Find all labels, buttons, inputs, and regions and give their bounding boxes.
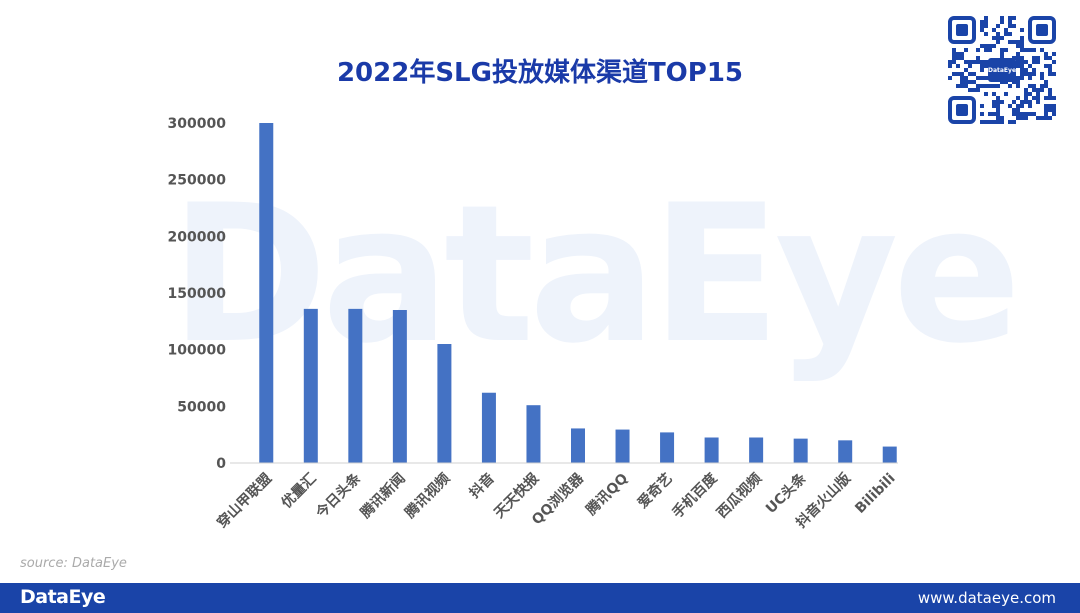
x-tick-label: 今日头条 [312, 469, 365, 522]
bar [526, 405, 541, 463]
bar [348, 308, 363, 463]
x-tick-label: 西瓜视频 [713, 470, 765, 522]
bar [392, 310, 407, 463]
y-tick-label: 200000 [168, 229, 227, 245]
y-tick-label: 300000 [168, 116, 227, 132]
x-tick-label: 腾讯QQ [583, 470, 632, 519]
qr-finder-pattern [948, 96, 976, 124]
x-tick-label: 腾讯新闻 [357, 470, 409, 522]
x-tick-label: 腾讯视频 [402, 470, 454, 522]
qr-logo: DataEye [988, 58, 1016, 82]
bar [704, 437, 719, 463]
footer-url[interactable]: www.dataeye.com [917, 589, 1056, 607]
bar [838, 440, 853, 463]
bars [259, 123, 897, 463]
bar [437, 344, 452, 463]
chart-title: 2022年SLG投放媒体渠道TOP15 [336, 58, 744, 88]
bar [615, 429, 630, 463]
x-tick-label: 手机百度 [669, 469, 721, 521]
qr-code: DataEye [948, 16, 1056, 124]
bar [793, 438, 808, 463]
bar [481, 392, 496, 463]
y-tick-label: 150000 [168, 286, 227, 302]
y-tick-label: 0 [216, 456, 226, 472]
bar [882, 446, 897, 463]
x-tick-label: 优量汇 [278, 470, 320, 512]
bar [749, 437, 764, 463]
x-tick-label: Bilibili [852, 471, 898, 517]
qr-finder-pattern [948, 16, 976, 44]
bar [571, 428, 585, 463]
x-tick-label: 爱奇艺 [634, 470, 676, 512]
x-tick-label: 抖音 [466, 470, 498, 502]
y-tick-label: 50000 [177, 399, 226, 415]
qr-finder-pattern [1028, 16, 1056, 44]
y-tick-label: 100000 [168, 343, 227, 359]
y-tick-label: 250000 [168, 173, 227, 189]
y-axis: 0 50000 100000 150000 200000 250000 300000 [168, 116, 227, 472]
footer-brand-logo: DataEye [20, 586, 106, 608]
bar [303, 308, 318, 463]
x-tick-label: 穿山甲联盟 [214, 470, 276, 532]
bar [259, 123, 274, 463]
bar [660, 432, 675, 463]
source-note: source: DataEye [20, 556, 127, 571]
footer-bar: DataEye www.dataeye.com [0, 583, 1080, 613]
